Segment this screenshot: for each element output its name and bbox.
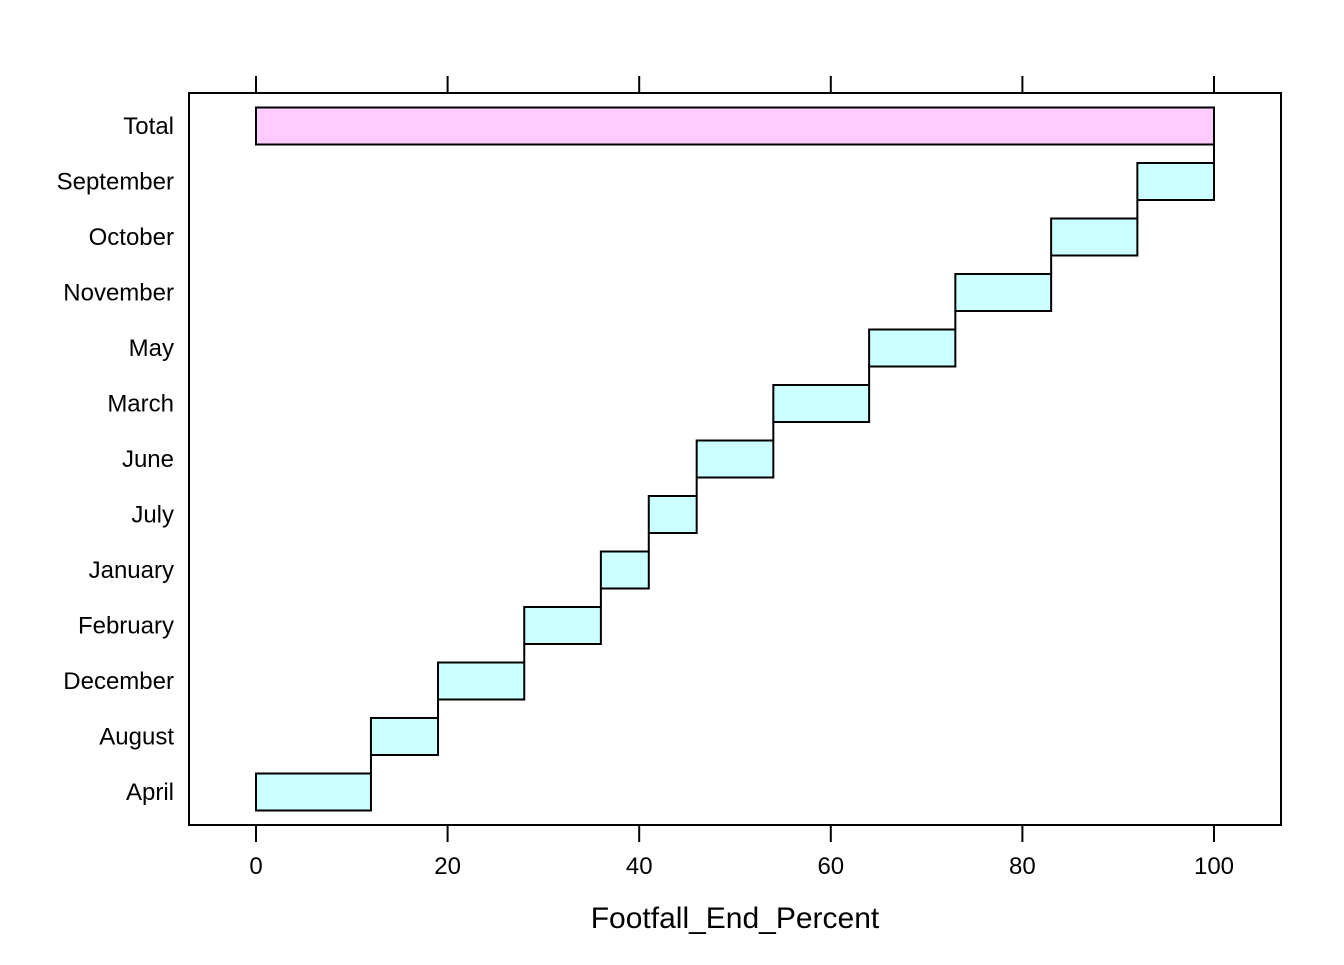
- bar-june: [695, 439, 775, 479]
- y-tick-label-may: May: [129, 335, 174, 362]
- x-tick-label-20: 20: [434, 853, 461, 880]
- y-tick-label-november: November: [63, 280, 174, 307]
- bar-november: [954, 273, 1053, 312]
- y-tick-label-february: February: [78, 613, 174, 640]
- bar-july: [647, 495, 698, 534]
- bar-august: [369, 717, 440, 756]
- x-tick-label-100: 100: [1194, 853, 1234, 880]
- bar-may: [868, 328, 957, 368]
- bar-total: [255, 106, 1215, 146]
- bar-january: [599, 550, 650, 590]
- x-tick-label-60: 60: [817, 853, 844, 880]
- bar-december: [437, 661, 526, 701]
- y-tick-label-total: Total: [123, 113, 174, 140]
- bars-layer: [255, 106, 1215, 812]
- bar-february: [523, 606, 602, 645]
- y-tick-label-december: December: [63, 668, 174, 695]
- y-axis: April August December February January July Ju…: [57, 113, 175, 806]
- bar-september: [1136, 162, 1215, 201]
- y-tick-label-august: August: [99, 724, 174, 751]
- y-tick-label-april: April: [126, 779, 174, 806]
- y-tick-label-september: September: [57, 169, 174, 196]
- y-tick-label-january: January: [89, 557, 174, 584]
- plot-frame: [188, 92, 1282, 826]
- bar-october: [1050, 217, 1139, 257]
- x-tick-label-0: 0: [249, 853, 262, 880]
- bar-march: [772, 384, 871, 423]
- bar-april: [255, 772, 372, 812]
- x-tick-label-80: 80: [1009, 853, 1036, 880]
- y-tick-label-june: June: [122, 446, 174, 473]
- x-axis: 0 20 40 60 80 100: [249, 76, 1234, 880]
- connectors-layer: [369, 144, 1215, 774]
- x-axis-title: Footfall_End_Percent: [591, 902, 880, 935]
- y-tick-label-july: July: [131, 502, 174, 529]
- x-tick-label-40: 40: [626, 853, 653, 880]
- y-tick-label-october: October: [89, 224, 174, 251]
- y-tick-label-march: March: [107, 391, 174, 418]
